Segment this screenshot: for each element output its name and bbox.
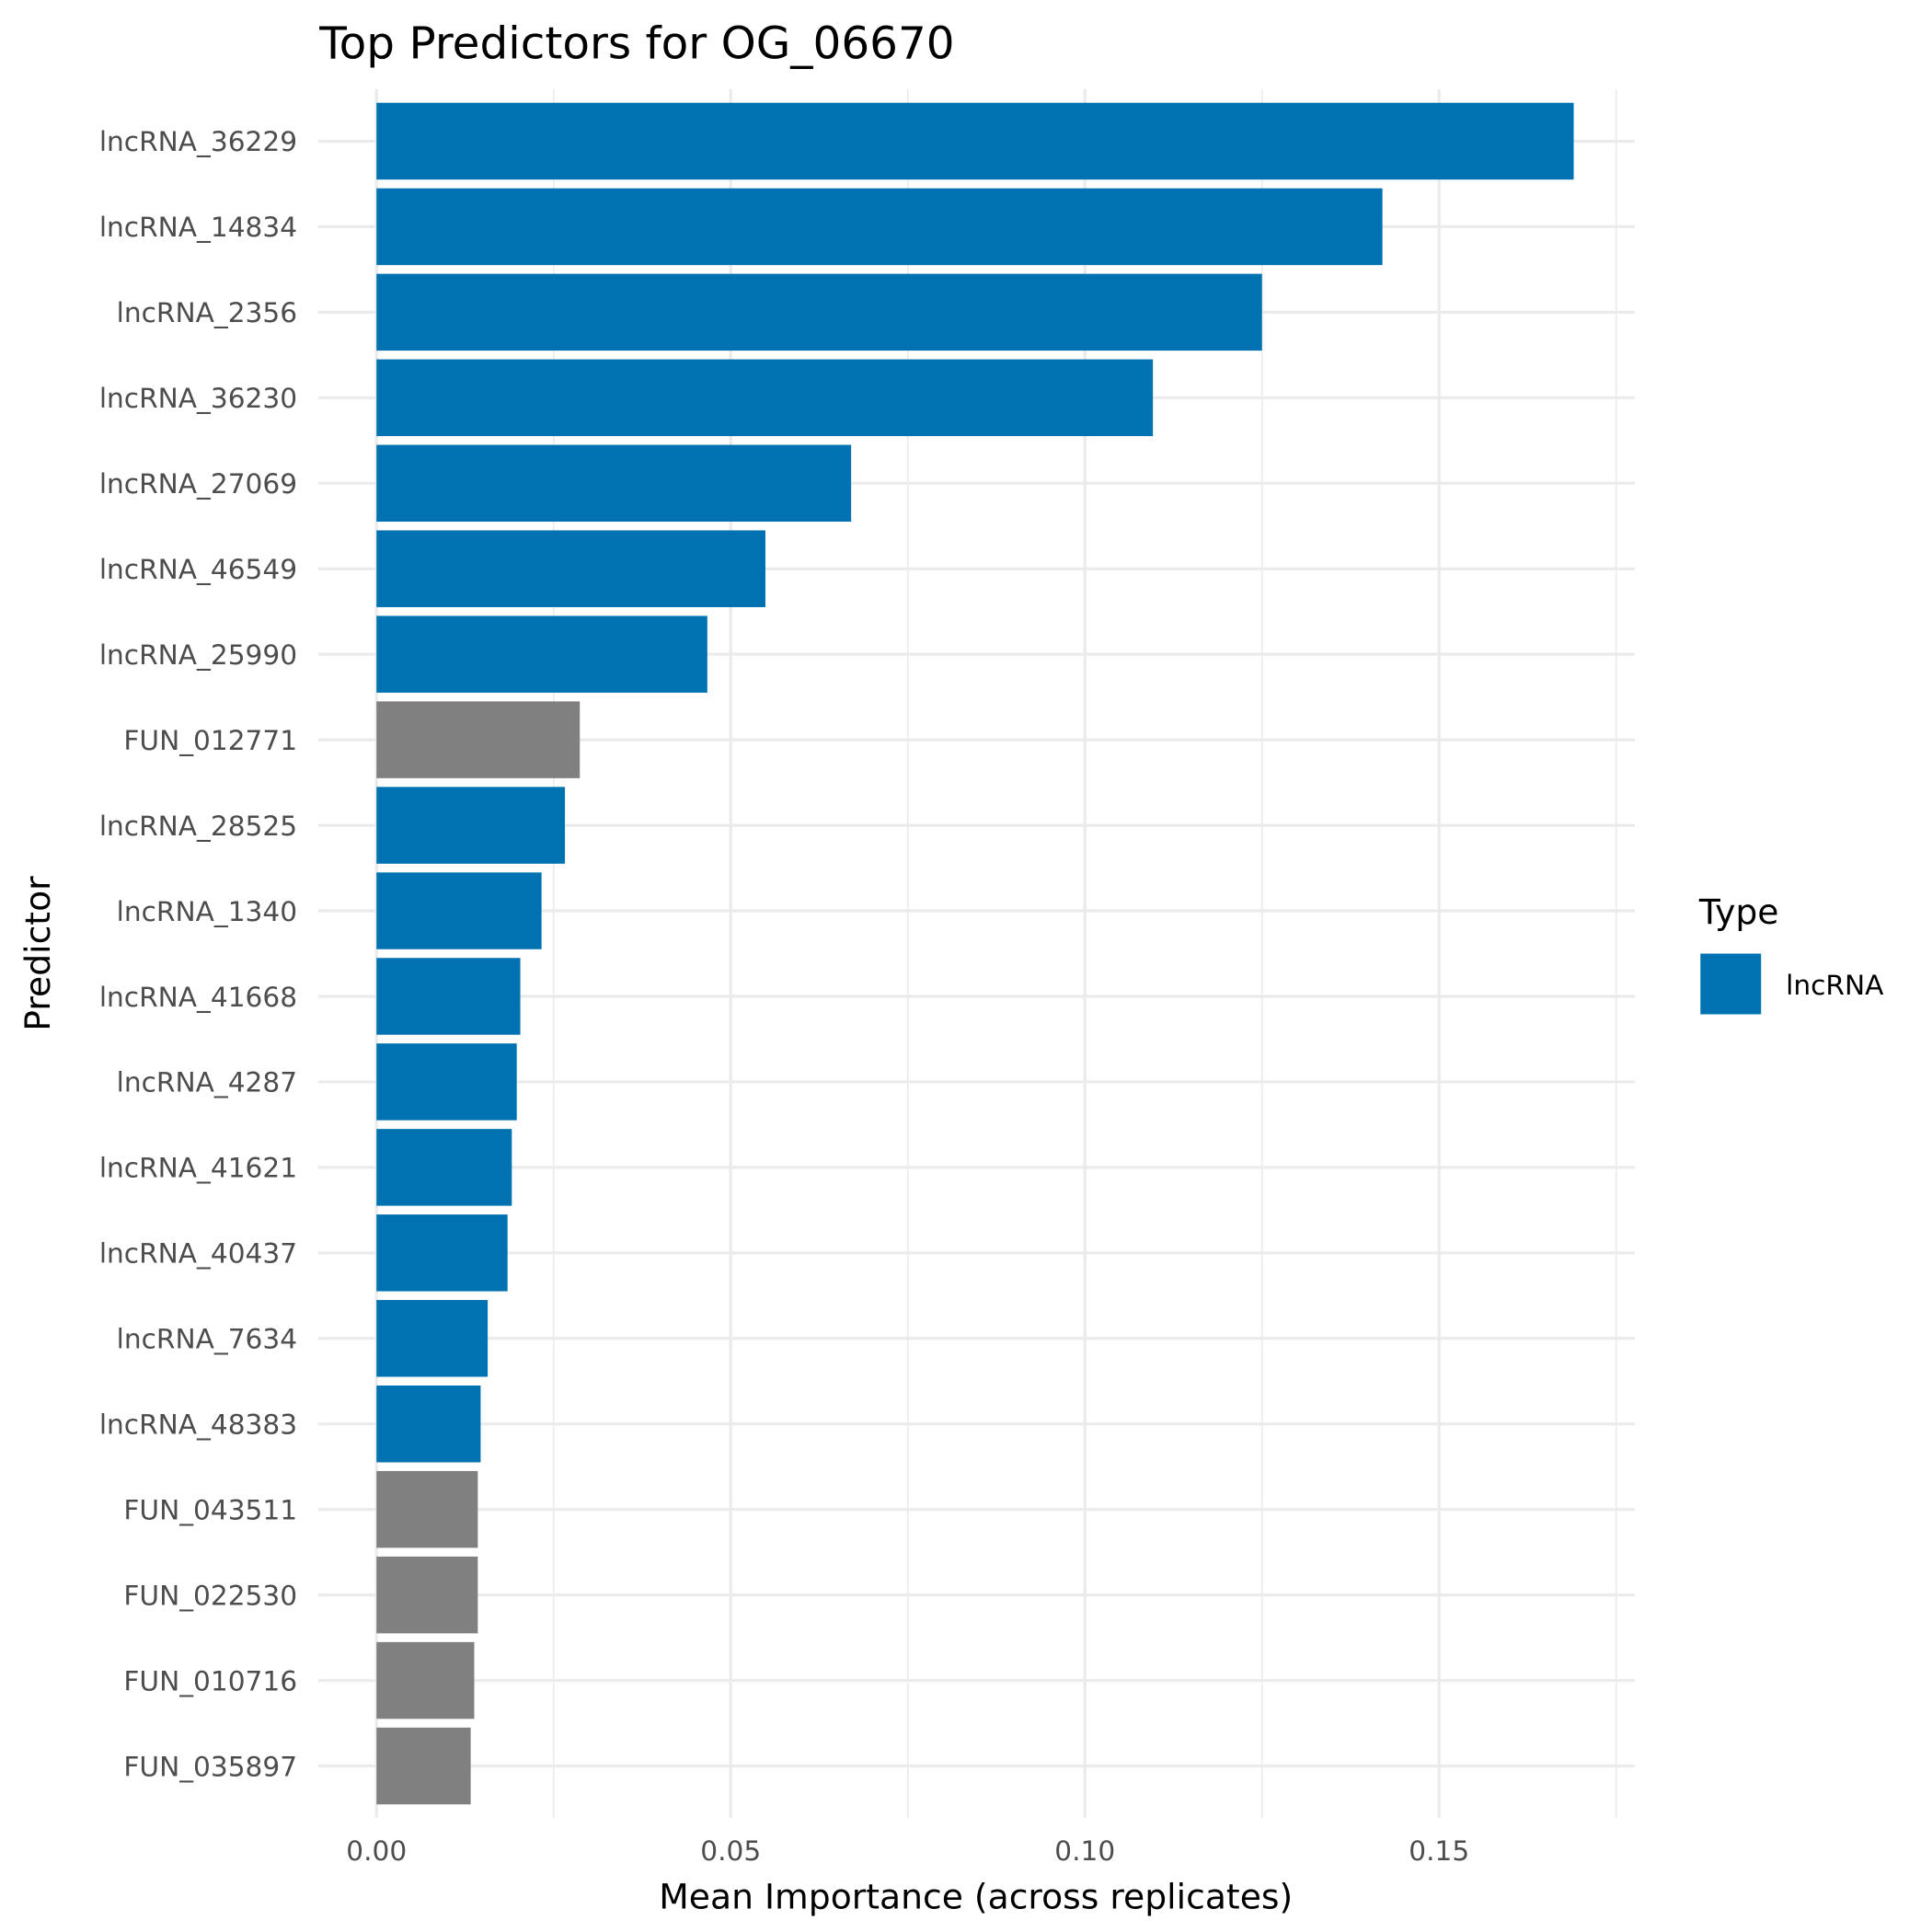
bar-lncRNA_7634 bbox=[376, 1300, 489, 1377]
y-tick-label: FUN_022530 bbox=[123, 1580, 297, 1611]
y-tick-label: lncRNA_36230 bbox=[99, 383, 297, 414]
y-tick-label: lncRNA_40437 bbox=[99, 1238, 297, 1270]
bar-lncRNA_28525 bbox=[376, 787, 566, 864]
bar-lncRNA_1340 bbox=[376, 872, 542, 949]
x-tick-labels: 0.00 0.05 0.10 0.15 bbox=[346, 1835, 1469, 1867]
legend-title: Type bbox=[1698, 891, 1779, 932]
y-tick-label: lncRNA_14834 bbox=[99, 212, 297, 243]
x-tick-label: 0.10 bbox=[1054, 1835, 1115, 1867]
y-tick-label: lncRNA_41621 bbox=[99, 1153, 297, 1184]
y-tick-label: lncRNA_4287 bbox=[117, 1067, 297, 1098]
bar-FUN_043511 bbox=[376, 1470, 478, 1548]
bar-lncRNA_14834 bbox=[376, 188, 1383, 266]
y-tick-label: lncRNA_2356 bbox=[117, 297, 297, 328]
y-tick-label: lncRNA_48383 bbox=[99, 1409, 297, 1441]
bar-lncRNA_46549 bbox=[376, 530, 765, 607]
bar-lncRNA_40437 bbox=[376, 1214, 508, 1292]
bar-lncRNA_41621 bbox=[376, 1129, 512, 1206]
bar-FUN_035897 bbox=[376, 1727, 471, 1805]
bar-lncRNA_4287 bbox=[376, 1043, 517, 1121]
y-tick-label: lncRNA_1340 bbox=[117, 896, 297, 927]
y-tick-label: FUN_012771 bbox=[123, 725, 297, 756]
legend-label-lncrna: lncRNA bbox=[1786, 970, 1884, 1001]
x-axis-title: Mean Importance (across replicates) bbox=[659, 1876, 1293, 1916]
y-tick-label: lncRNA_7634 bbox=[117, 1324, 297, 1355]
chart-title: Top Predictors for OG_06670 bbox=[318, 17, 954, 69]
y-tick-labels: lncRNA_36229 lncRNA_14834 lncRNA_2356 lncRN… bbox=[99, 126, 297, 1782]
y-axis-title: Predictor bbox=[17, 876, 58, 1031]
y-tick-label: lncRNA_28525 bbox=[99, 811, 297, 842]
bar-lncRNA_36230 bbox=[376, 359, 1154, 437]
y-tick-label: lncRNA_25990 bbox=[99, 639, 297, 671]
legend: Type lncRNA bbox=[1698, 891, 1884, 1015]
y-tick-label: lncRNA_27069 bbox=[99, 468, 297, 500]
bar-lncRNA_36229 bbox=[376, 102, 1574, 180]
bar-lncRNA_2356 bbox=[376, 273, 1262, 351]
y-tick-label: lncRNA_36229 bbox=[99, 126, 297, 157]
bars bbox=[376, 102, 1574, 1805]
y-tick-label: lncRNA_41668 bbox=[99, 982, 297, 1013]
x-tick-label: 0.05 bbox=[700, 1835, 761, 1867]
x-tick-label: 0.00 bbox=[346, 1835, 407, 1867]
x-tick-label: 0.15 bbox=[1409, 1835, 1469, 1867]
bar-FUN_012771 bbox=[376, 701, 581, 778]
y-tick-label: lncRNA_46549 bbox=[99, 554, 297, 585]
y-tick-label: FUN_010716 bbox=[123, 1665, 297, 1696]
legend-key-lncrna bbox=[1700, 953, 1762, 1015]
y-tick-label: FUN_043511 bbox=[123, 1494, 297, 1525]
bar-lncRNA_25990 bbox=[376, 615, 707, 693]
bar-FUN_010716 bbox=[376, 1641, 475, 1719]
bar-lncRNA_41668 bbox=[376, 958, 521, 1035]
bar-lncRNA_27069 bbox=[376, 444, 852, 522]
y-tick-label: FUN_035897 bbox=[123, 1751, 297, 1782]
bar-lncRNA_48383 bbox=[376, 1386, 481, 1463]
bar-FUN_022530 bbox=[376, 1556, 478, 1634]
